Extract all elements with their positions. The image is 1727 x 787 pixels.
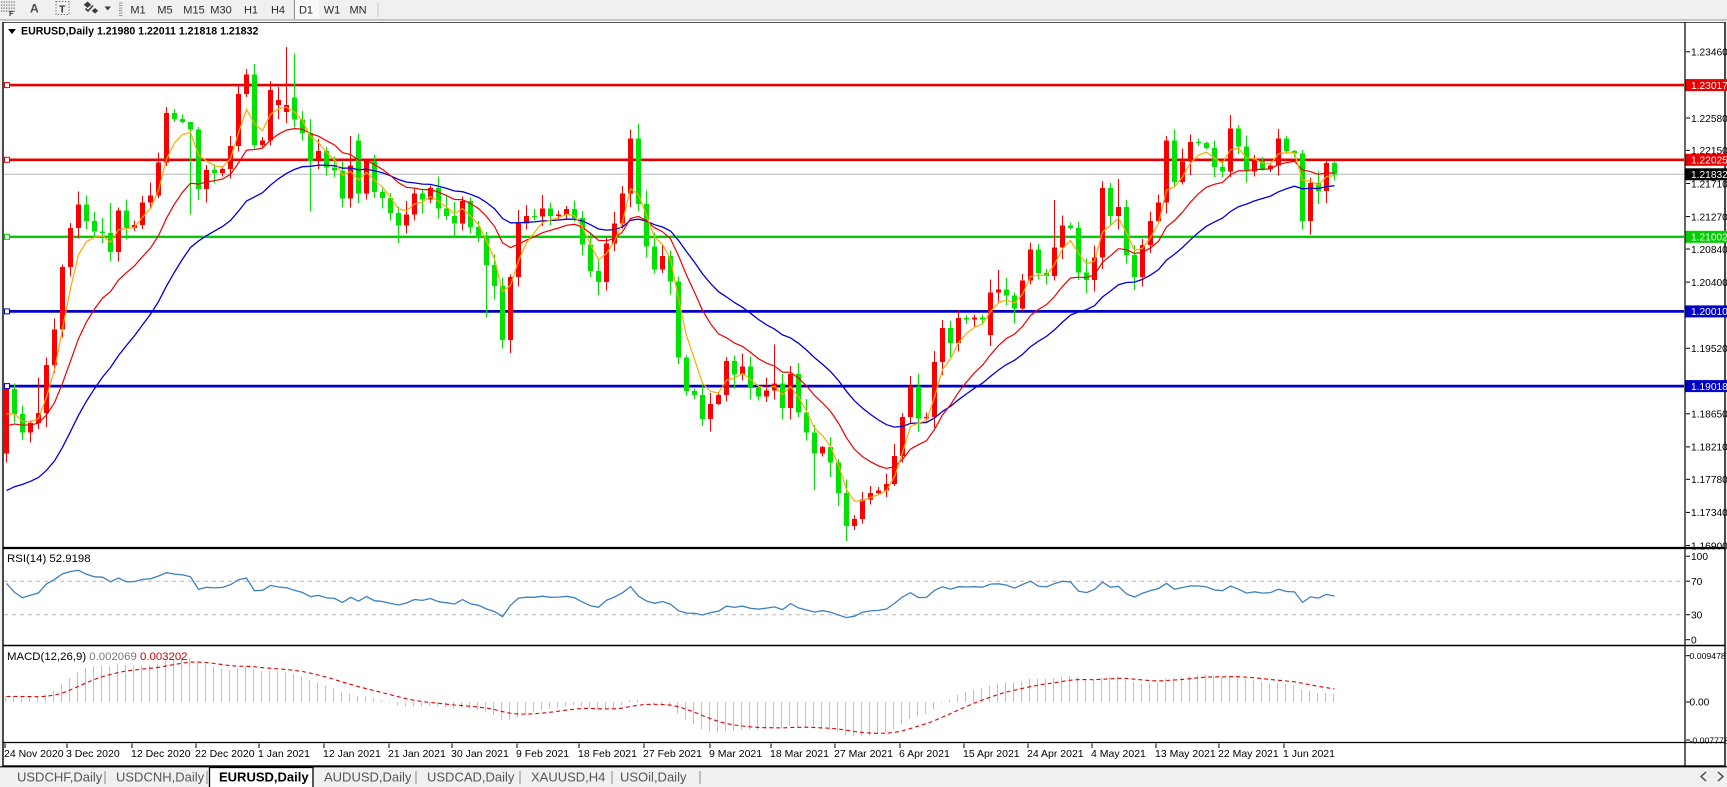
svg-text:24 Nov 2020: 24 Nov 2020: [4, 748, 64, 760]
svg-text:USDCNH,Daily: USDCNH,Daily: [116, 770, 205, 785]
svg-text:MN: MN: [349, 5, 366, 17]
svg-text:1.20010: 1.20010: [1691, 307, 1727, 318]
svg-text:W1: W1: [324, 5, 341, 17]
svg-text:1.20840: 1.20840: [1691, 245, 1727, 256]
svg-text:30 Jan 2021: 30 Jan 2021: [451, 748, 509, 760]
svg-text:1.18650: 1.18650: [1691, 410, 1727, 421]
svg-text:1.16900: 1.16900: [1691, 541, 1727, 552]
svg-text:M1: M1: [130, 5, 145, 17]
svg-text:USDCAD,Daily: USDCAD,Daily: [427, 770, 515, 785]
svg-text:T: T: [59, 4, 66, 16]
svg-text:9 Mar 2021: 9 Mar 2021: [709, 748, 762, 760]
svg-text:9 Feb 2021: 9 Feb 2021: [516, 748, 569, 760]
svg-text:70: 70: [1691, 577, 1703, 588]
svg-text:M30: M30: [210, 5, 231, 17]
svg-text:1.21710: 1.21710: [1691, 179, 1727, 190]
svg-text:24 Apr 2021: 24 Apr 2021: [1027, 748, 1084, 760]
svg-text:-0.007778: -0.007778: [1690, 736, 1727, 746]
svg-text:1.19520: 1.19520: [1691, 344, 1727, 355]
svg-text:M15: M15: [183, 5, 204, 17]
svg-text:RSI(14) 52.9198: RSI(14) 52.9198: [7, 553, 91, 565]
svg-text:1.22025: 1.22025: [1691, 156, 1727, 167]
svg-text:1.21002: 1.21002: [1691, 233, 1727, 244]
svg-text:1.20400: 1.20400: [1691, 278, 1727, 289]
svg-text:H1: H1: [244, 5, 258, 17]
svg-text:12 Jan 2021: 12 Jan 2021: [323, 748, 381, 760]
svg-text:6 Apr 2021: 6 Apr 2021: [899, 748, 950, 760]
svg-text:1.17780: 1.17780: [1691, 475, 1727, 486]
svg-text:AUDUSD,Daily: AUDUSD,Daily: [324, 770, 412, 785]
svg-text:1 Jan 2021: 1 Jan 2021: [258, 748, 310, 760]
svg-text:1.17340: 1.17340: [1691, 508, 1727, 519]
svg-text:USOil,Daily: USOil,Daily: [620, 770, 687, 785]
svg-text:30: 30: [1691, 611, 1703, 622]
svg-text:A: A: [30, 2, 39, 16]
svg-text:27 Mar 2021: 27 Mar 2021: [834, 748, 893, 760]
svg-text:1 Jun 2021: 1 Jun 2021: [1283, 748, 1335, 760]
svg-text:EURUSD,Daily 1.21980 1.22011: EURUSD,Daily 1.21980 1.22011 1.21818 1.2…: [21, 26, 258, 38]
svg-text:15 Apr 2021: 15 Apr 2021: [963, 748, 1020, 760]
svg-text:USDCHF,Daily: USDCHF,Daily: [17, 770, 103, 785]
svg-text:0.009478: 0.009478: [1690, 651, 1726, 661]
svg-text:D1: D1: [299, 5, 313, 17]
svg-text:1.23017: 1.23017: [1691, 81, 1727, 92]
svg-text:1.23460: 1.23460: [1691, 48, 1727, 59]
svg-text:21 Jan 2021: 21 Jan 2021: [388, 748, 446, 760]
svg-text:1.18210: 1.18210: [1691, 443, 1727, 454]
svg-text:3 Dec 2020: 3 Dec 2020: [66, 748, 120, 760]
svg-text:12 Dec 2020: 12 Dec 2020: [131, 748, 191, 760]
svg-text:18 Mar 2021: 18 Mar 2021: [770, 748, 829, 760]
svg-text:H4: H4: [271, 5, 285, 17]
svg-text:22 May 2021: 22 May 2021: [1218, 748, 1279, 760]
svg-text:1.21270: 1.21270: [1691, 212, 1727, 223]
svg-text:22 Dec 2020: 22 Dec 2020: [195, 748, 255, 760]
svg-text:1.22580: 1.22580: [1691, 114, 1727, 125]
svg-text:27 Feb 2021: 27 Feb 2021: [643, 748, 702, 760]
svg-text:1.22150: 1.22150: [1691, 146, 1727, 157]
svg-text:1.19018: 1.19018: [1691, 382, 1727, 393]
svg-text:XAUUSD,H4: XAUUSD,H4: [531, 770, 605, 785]
svg-text:F: F: [9, 9, 14, 18]
svg-text:M5: M5: [157, 5, 172, 17]
svg-text:0.00: 0.00: [1690, 698, 1710, 709]
svg-text:EURUSD,Daily: EURUSD,Daily: [219, 770, 309, 785]
svg-text:0: 0: [1691, 636, 1697, 647]
svg-text:4 May 2021: 4 May 2021: [1091, 748, 1146, 760]
svg-text:18 Feb 2021: 18 Feb 2021: [578, 748, 637, 760]
svg-text:1.21832: 1.21832: [1691, 170, 1727, 181]
svg-text:13 May 2021: 13 May 2021: [1155, 748, 1216, 760]
svg-text:100: 100: [1691, 552, 1708, 563]
svg-text:MACD(12,26,9) 0.002069 0.00320: MACD(12,26,9) 0.002069 0.003202: [7, 651, 188, 663]
